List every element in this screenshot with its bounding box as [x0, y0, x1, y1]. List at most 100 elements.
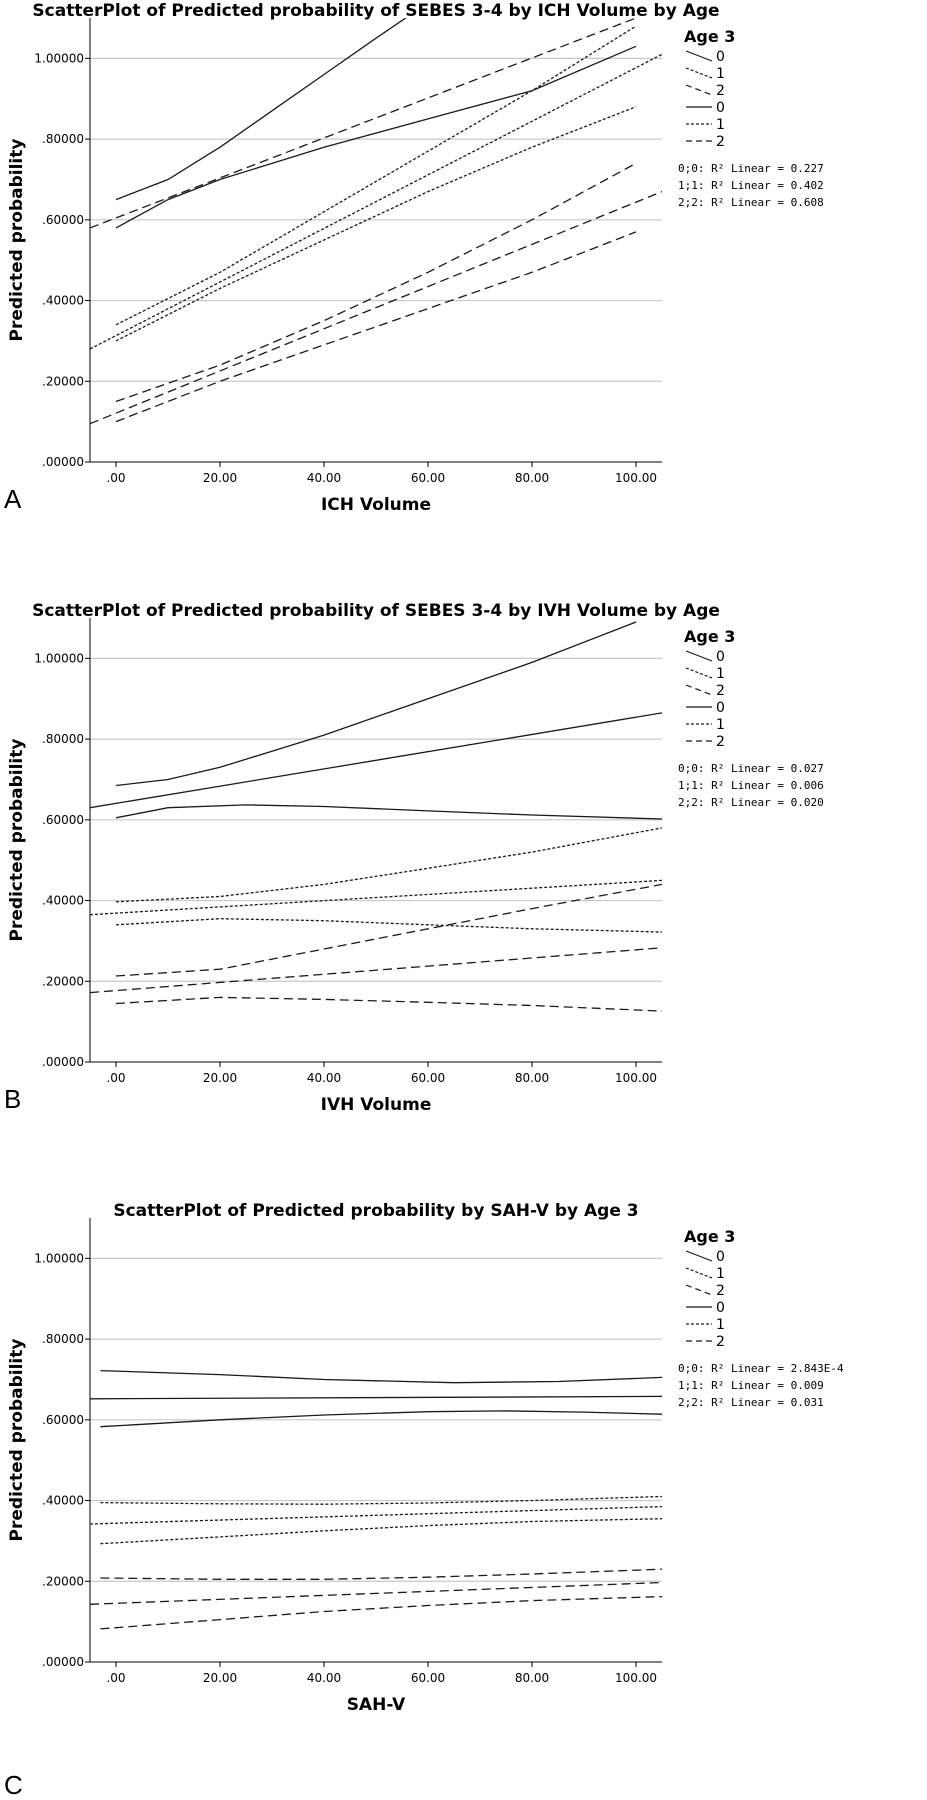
y-tick-label: .60000	[42, 213, 84, 227]
legend-swatch	[685, 84, 713, 96]
series-line-group-1-ci	[115, 106, 637, 342]
legend-entry: 1	[716, 1266, 725, 1282]
legend-entry: 0	[716, 1300, 725, 1316]
r-squared-label: 1;1: R² Linear = 0.009	[678, 1379, 824, 1392]
series-line-group-2-fit	[90, 1581, 662, 1605]
r-squared-label: 0;0: R² Linear = 2.843E-4	[678, 1362, 844, 1375]
legend-entry: 1	[716, 666, 725, 682]
r-squared-label: 2;2: R² Linear = 0.031	[678, 1396, 824, 1409]
r-squared-label: 0;0: R² Linear = 0.227	[678, 162, 824, 175]
legend-entry: 2	[716, 134, 725, 150]
legend-entry: 1	[716, 717, 725, 733]
x-tick-label: 80.00	[515, 471, 549, 485]
chart-panel-a: ScatterPlot of Predicted probability of …	[4, 1, 824, 515]
y-tick-label: .00000	[42, 455, 84, 469]
panel-c: ScatterPlot of Predicted probability by …	[0, 1200, 927, 1800]
series-line-group-1-fit	[90, 879, 662, 916]
chart-title: ScatterPlot of Predicted probability of …	[32, 601, 720, 621]
series-line-group-1-ci	[115, 25, 637, 326]
legend-entry: 1	[716, 117, 725, 133]
legend-title: Age 3	[684, 27, 735, 46]
legend-entry: 0	[716, 649, 725, 665]
legend-entry: 1	[716, 1317, 725, 1333]
y-tick-label: 1.00000	[34, 51, 84, 65]
x-tick-label: 100.00	[615, 1671, 657, 1685]
legend-entry: 1	[716, 66, 725, 82]
legend-entry: 2	[716, 1283, 725, 1299]
x-tick-label: 20.00	[203, 1071, 237, 1085]
series-line-group-2-ci	[100, 1595, 662, 1630]
x-tick-label: 40.00	[307, 1071, 341, 1085]
y-tick-label: .20000	[42, 1574, 84, 1588]
x-tick-label: 100.00	[615, 1071, 657, 1085]
panel-label: A	[4, 484, 22, 514]
r-squared-label: 2;2: R² Linear = 0.020	[678, 796, 824, 809]
legend-entry: 2	[716, 683, 725, 699]
legend-swatch	[685, 667, 713, 679]
panel-a: ScatterPlot of Predicted probability of …	[0, 0, 927, 600]
legend-swatch	[685, 650, 713, 662]
series-line-group-1-ci	[115, 918, 662, 933]
x-tick-label: 40.00	[307, 471, 341, 485]
series-line-group-0-ci	[100, 1410, 662, 1428]
x-tick-label: 100.00	[615, 471, 657, 485]
series-line-group-0-ci	[115, 804, 662, 820]
r-squared-label: 1;1: R² Linear = 0.402	[678, 179, 824, 192]
legend-entry: 0	[716, 1249, 725, 1265]
x-tick-label: 80.00	[515, 1071, 549, 1085]
y-tick-label: .40000	[42, 294, 84, 308]
y-tick-label: 1.00000	[34, 1251, 84, 1265]
series-line-group-2-ci	[100, 1568, 662, 1580]
legend-swatch	[685, 684, 713, 696]
x-axis-label: ICH Volume	[321, 495, 431, 515]
panel-b: ScatterPlot of Predicted probability of …	[0, 600, 927, 1200]
series-line-group-1-ci	[115, 827, 662, 903]
chart-title: ScatterPlot of Predicted probability by …	[113, 1201, 638, 1221]
series-line-group-0-fit	[90, 1395, 662, 1400]
legend-swatch	[685, 67, 713, 79]
y-tick-label: 1.00000	[34, 651, 84, 665]
x-tick-label: .00	[106, 1671, 125, 1685]
series-line-group-1-ci	[100, 1495, 662, 1505]
legend-entry: 2	[716, 734, 725, 750]
x-tick-label: .00	[106, 471, 125, 485]
legend-swatch	[685, 50, 713, 62]
y-axis-label: Predicted probability	[7, 139, 27, 342]
y-tick-label: .20000	[42, 974, 84, 988]
y-tick-label: .00000	[42, 1655, 84, 1669]
legend-title: Age 3	[684, 627, 735, 646]
x-tick-label: 20.00	[203, 471, 237, 485]
y-tick-label: .60000	[42, 813, 84, 827]
legend-entry: 0	[716, 49, 725, 65]
series-line-group-2-ci	[115, 231, 637, 423]
legend-entry: 2	[716, 1334, 725, 1350]
series-line-group-1-ci	[100, 1518, 662, 1545]
r-squared-label: 2;2: R² Linear = 0.608	[678, 196, 824, 209]
y-tick-label: .80000	[42, 732, 84, 746]
y-tick-label: .40000	[42, 1494, 84, 1508]
legend-title: Age 3	[684, 1227, 735, 1246]
chart-title: ScatterPlot of Predicted probability of …	[32, 1, 719, 21]
series-line-group-2-ci	[115, 883, 662, 977]
y-tick-label: .80000	[42, 1332, 84, 1346]
y-tick-label: .60000	[42, 1413, 84, 1427]
y-axis-label: Predicted probability	[7, 1339, 27, 1542]
x-tick-label: 60.00	[411, 1071, 445, 1085]
r-squared-label: 1;1: R² Linear = 0.006	[678, 779, 824, 792]
legend-entry: 2	[716, 83, 725, 99]
series-group	[90, 1369, 662, 1630]
x-axis-label: IVH Volume	[321, 1095, 432, 1115]
legend-entry: 0	[716, 100, 725, 116]
x-tick-label: 20.00	[203, 1671, 237, 1685]
series-line-group-0-fit	[90, 712, 662, 809]
legend-entry: 0	[716, 700, 725, 716]
legend-swatch	[685, 1267, 713, 1279]
chart-panel-b: ScatterPlot of Predicted probability of …	[4, 601, 824, 1115]
series-line-group-1-fit	[90, 53, 662, 350]
series-line-group-0-ci	[115, 18, 407, 201]
series-line-group-2-ci	[115, 162, 637, 403]
legend-swatch	[685, 1250, 713, 1262]
x-tick-label: 60.00	[411, 1671, 445, 1685]
y-axis-label: Predicted probability	[7, 739, 27, 942]
x-tick-label: 80.00	[515, 1671, 549, 1685]
